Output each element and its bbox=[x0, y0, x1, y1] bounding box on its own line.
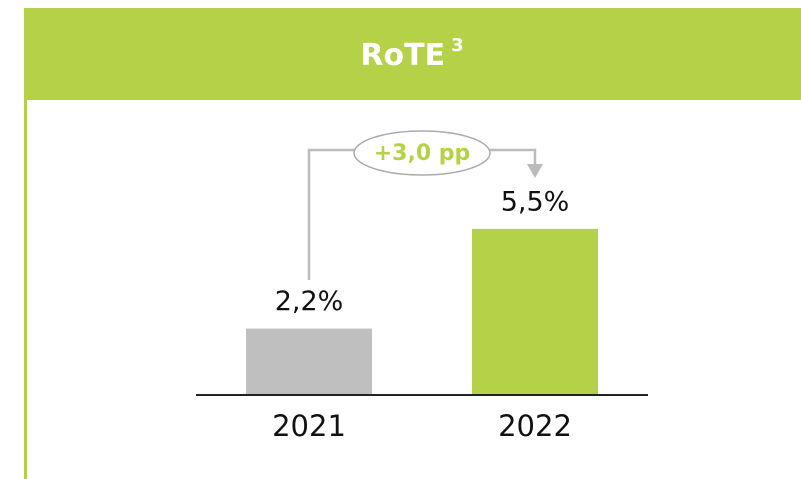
connector-right bbox=[490, 148, 537, 166]
annotation: +3,0 pp bbox=[374, 141, 471, 166]
bar bbox=[472, 228, 598, 395]
chart-title: RoTE 3 bbox=[360, 35, 463, 73]
annotation-ellipse bbox=[353, 130, 491, 176]
bar bbox=[246, 328, 372, 395]
x-tick-label: 2021 bbox=[272, 409, 346, 443]
left-border bbox=[24, 100, 27, 479]
title-note: 3 bbox=[451, 35, 464, 56]
title-text: RoTE bbox=[360, 38, 445, 73]
connector-left bbox=[307, 148, 354, 280]
arrow-head bbox=[527, 164, 543, 178]
header-band bbox=[24, 8, 801, 100]
value-label: 2,2% bbox=[275, 286, 344, 317]
value-label: 5,5% bbox=[501, 186, 570, 217]
x-tick-label: 2022 bbox=[498, 409, 572, 443]
